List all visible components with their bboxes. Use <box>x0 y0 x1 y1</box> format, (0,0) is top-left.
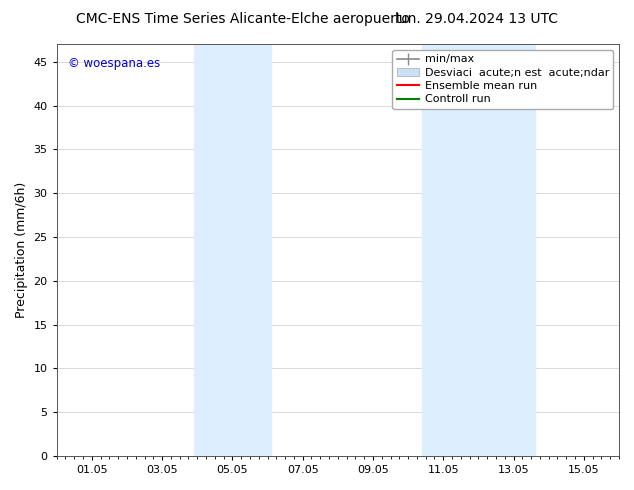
Y-axis label: Precipitation (mm/6h): Precipitation (mm/6h) <box>15 182 28 318</box>
Text: lun. 29.04.2024 13 UTC: lun. 29.04.2024 13 UTC <box>395 12 558 26</box>
Text: CMC-ENS Time Series Alicante-Elche aeropuerto: CMC-ENS Time Series Alicante-Elche aerop… <box>76 12 410 26</box>
Legend: min/max, Desviaci  acute;n est  acute;ndar, Ensemble mean run, Controll run: min/max, Desviaci acute;n est acute;ndar… <box>392 50 614 109</box>
Text: © woespana.es: © woespana.es <box>68 57 160 70</box>
Bar <box>422 45 534 456</box>
Bar <box>194 45 271 456</box>
